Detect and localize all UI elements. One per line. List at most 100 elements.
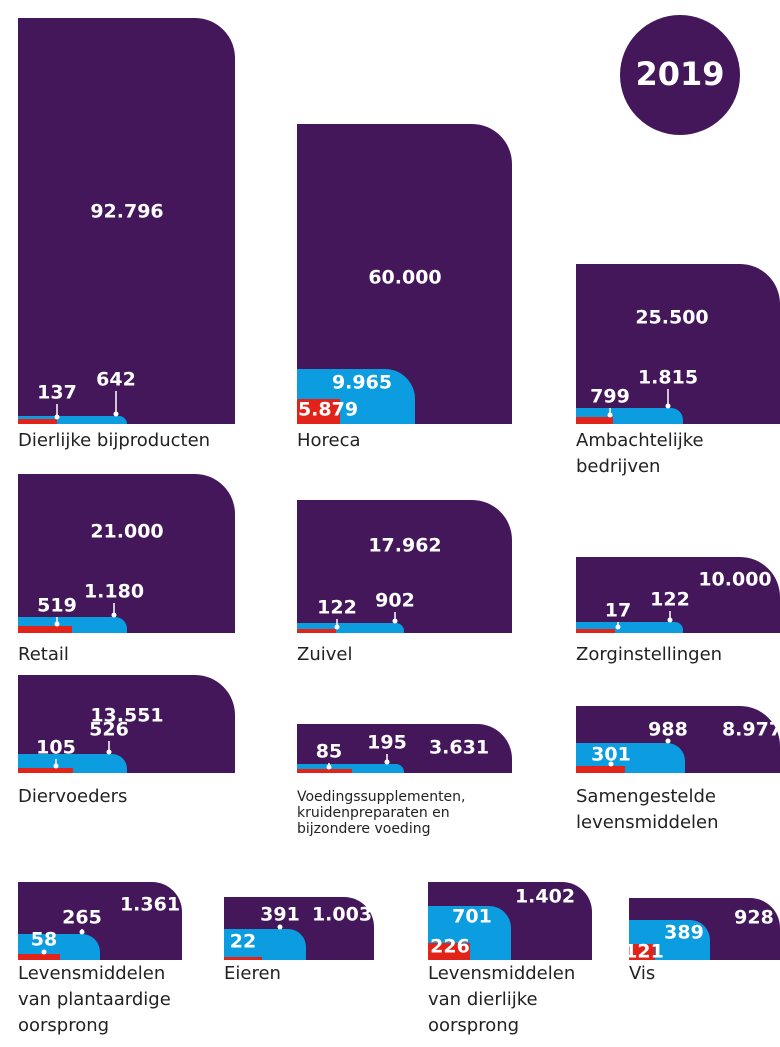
leader-dot (54, 414, 60, 420)
small-block (297, 399, 340, 424)
value-label: 301 (591, 744, 631, 766)
small-block (224, 957, 262, 960)
leader-dot (79, 929, 85, 935)
leader-dot (54, 621, 60, 627)
value-label: 265 (62, 907, 102, 929)
small-block (297, 629, 336, 633)
leader-dot (615, 624, 621, 630)
small-block (18, 768, 73, 773)
value-label: 60.000 (368, 267, 441, 289)
caption: oorsprong (18, 1015, 109, 1036)
caption: van dierlijke (428, 989, 538, 1010)
leader-dot (667, 617, 673, 623)
value-label: 1.815 (638, 367, 698, 389)
caption: bedrijven (576, 456, 660, 477)
total-block (576, 264, 780, 424)
value-label: 1.361 (120, 894, 180, 916)
value-label: 928 (734, 907, 774, 929)
small-block (629, 944, 655, 960)
caption: van plantaardige (18, 989, 171, 1010)
leader-dot (665, 738, 671, 744)
small-block (18, 626, 72, 633)
caption: Ambachtelijke (576, 430, 704, 451)
caption: Levensmiddelen (18, 963, 165, 984)
leader-dot (665, 403, 671, 409)
caption: Vis (629, 963, 655, 984)
leader-dot (608, 761, 614, 767)
value-label: 121 (624, 941, 664, 963)
leader-dot (41, 949, 47, 955)
value-label: 642 (96, 369, 136, 391)
caption: Levensmiddelen (428, 963, 575, 984)
caption: Diervoeders (18, 786, 127, 807)
value-label: 701 (452, 906, 492, 928)
value-label: 1.003 (312, 904, 372, 926)
value-label: 1.180 (84, 581, 144, 603)
total-block (18, 675, 235, 773)
middle-block (18, 934, 100, 960)
leader-dot (277, 924, 283, 930)
value-label: 92.796 (90, 201, 163, 223)
value-label: 519 (37, 595, 77, 617)
middle-block (224, 929, 306, 960)
leader-dot (113, 411, 119, 417)
value-label: 25.500 (635, 307, 708, 329)
value-label: 22 (230, 931, 256, 953)
caption: kruidenpreparaten en (297, 805, 450, 821)
leader-dot (392, 618, 398, 624)
small-block (18, 419, 57, 424)
caption: Dierlijke bijproducten (18, 430, 210, 451)
value-label: 195 (367, 732, 407, 754)
value-label: 17.962 (368, 535, 441, 557)
value-label: 13.551 (90, 705, 163, 727)
value-label: 902 (375, 590, 415, 612)
value-label: 85 (316, 741, 342, 763)
total-block (18, 18, 235, 424)
caption: Eieren (224, 963, 281, 984)
value-label: 9.965 (332, 372, 392, 394)
value-label: 58 (31, 929, 57, 951)
value-label: 526 (89, 719, 129, 741)
total-block (297, 724, 512, 773)
value-label: 105 (36, 737, 76, 759)
caption: levensmiddelen (576, 812, 719, 833)
small-block (576, 766, 625, 773)
total-block (297, 124, 512, 424)
caption: Retail (18, 644, 69, 665)
value-label: 799 (590, 386, 630, 408)
leader-dot (326, 764, 332, 770)
total-block (576, 557, 780, 633)
value-label: 389 (664, 922, 704, 944)
caption: oorsprong (428, 1015, 519, 1036)
value-label: 21.000 (90, 521, 163, 543)
small-block (428, 943, 470, 960)
leader-dot (384, 759, 390, 765)
leader-dot (53, 763, 59, 769)
small-block (297, 769, 352, 773)
value-label: 391 (260, 904, 300, 926)
value-label: 122 (317, 597, 357, 619)
small-block (576, 417, 613, 424)
caption: Horeca (297, 430, 361, 451)
year-badge (620, 15, 740, 135)
year: 2019 (635, 55, 724, 93)
total-block (297, 500, 512, 633)
value-label: 3.631 (429, 737, 489, 759)
caption: Voedingssupplementen, (297, 789, 466, 805)
value-label: 137 (37, 382, 77, 404)
value-label: 122 (650, 589, 690, 611)
leader-dot (111, 612, 117, 618)
value-label: 8.977 (722, 719, 780, 741)
value-label: 10.000 (698, 569, 771, 591)
small-block (18, 954, 60, 960)
leader-dot (607, 412, 613, 418)
caption: Zorginstellingen (576, 644, 722, 665)
value-label: 5.879 (298, 399, 358, 421)
leader-dot (106, 749, 112, 755)
small-block (576, 629, 615, 633)
value-label: 226 (430, 936, 470, 958)
value-label: 1.402 (515, 886, 575, 908)
leader-dot (334, 624, 340, 630)
